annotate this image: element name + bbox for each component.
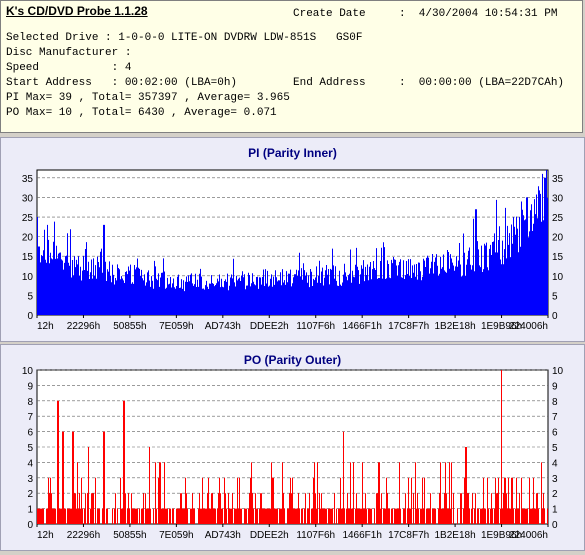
y-tick-label-right: 0	[552, 311, 558, 322]
x-tick-label: DDEE2h	[250, 530, 289, 541]
x-tick-label: 22296h	[67, 530, 100, 541]
data-bars	[37, 170, 548, 315]
start-address-line: Start Address : 00:02:00 (LBA=0h)	[6, 77, 238, 89]
y-tick-label-left: 2	[27, 489, 33, 500]
y-tick-label-right: 10	[552, 272, 564, 283]
y-tick-label-left: 10	[22, 272, 34, 283]
create-date-value: : 4/30/2004 10:54:31 PM	[399, 8, 558, 20]
po-chart: PO (Parity Outer) 0 0 1 1 2 2 3 3 4 4 5 5 6 6 7 7 8 8 9 9 10 1…	[22, 353, 564, 541]
chart-title: PO (Parity Outer)	[244, 353, 341, 367]
x-tick-label: 50855h	[113, 321, 146, 332]
y-tick-label-left: 20	[22, 233, 34, 244]
disc-manufacturer-line: Disc Manufacturer :	[6, 47, 132, 59]
x-tick-label: 17C8F7h	[388, 321, 429, 332]
y-tick-label-left: 5	[27, 443, 33, 454]
y-tick-label-right: 1	[552, 505, 558, 516]
pi-summary-line: PI Max= 39 , Total= 357397 , Average= 3.…	[6, 92, 290, 104]
x-tick-label: 224006h	[509, 321, 548, 332]
x-tick-label: AD743h	[205, 321, 241, 332]
y-tick-label-left: 3	[27, 474, 33, 485]
y-tick-label-left: 6	[27, 428, 33, 439]
y-tick-label-left: 4	[27, 458, 33, 469]
y-tick-label-right: 9	[552, 381, 558, 392]
y-tick-label-left: 8	[27, 397, 33, 408]
y-tick-label-right: 35	[552, 174, 564, 185]
x-tick-label: AD743h	[205, 530, 241, 541]
y-tick-label-right: 10	[552, 366, 564, 377]
y-tick-label-right: 5	[552, 291, 558, 302]
y-tick-label-right: 25	[552, 213, 564, 224]
data-bars	[37, 370, 548, 524]
end-address-value: : 00:00:00 (LBA=22D7CAh)	[399, 77, 565, 89]
x-tick-label: 224006h	[509, 530, 548, 541]
y-tick-label-right: 20	[552, 233, 564, 244]
x-tick-label: 12h	[37, 530, 54, 541]
chart-title: PI (Parity Inner)	[248, 146, 337, 160]
y-tick-label-left: 25	[22, 213, 34, 224]
y-tick-label-left: 1	[27, 505, 33, 516]
y-tick-label-left: 7	[27, 412, 33, 423]
x-tick-label: 50855h	[113, 530, 146, 541]
y-tick-label-right: 6	[552, 428, 558, 439]
y-tick-label-right: 5	[552, 443, 558, 454]
info-panel: K's CD/DVD Probe 1.1.28 Create Date : 4/…	[0, 0, 583, 133]
y-tick-label-right: 7	[552, 412, 558, 423]
y-tick-label-left: 35	[22, 174, 34, 185]
y-tick-label-left: 0	[27, 520, 33, 531]
x-tick-label: 1E9B96h	[481, 321, 522, 332]
x-tick-label: 17C8F7h	[388, 530, 429, 541]
create-date-label: Create Date	[293, 8, 366, 20]
x-tick-label: 12h	[37, 321, 54, 332]
y-tick-label-left: 9	[27, 381, 33, 392]
x-tick-label: 1466F1h	[342, 530, 381, 541]
y-tick-label-left: 10	[22, 366, 34, 377]
x-tick-label: 1B2E18h	[435, 321, 476, 332]
y-tick-label-right: 30	[552, 193, 564, 204]
y-tick-label-right: 3	[552, 474, 558, 485]
y-tick-label-left: 15	[22, 252, 34, 263]
app-title: K's CD/DVD Probe 1.1.28	[6, 4, 148, 18]
x-tick-label: 1E9B96h	[481, 530, 522, 541]
y-tick-label-right: 2	[552, 489, 558, 500]
y-tick-label-right: 4	[552, 458, 558, 469]
po-chart-panel: PO (Parity Outer) 0 0 1 1 2 2 3 3 4 4 5 5 6 6 7 7 8 8 9 9 10 1…	[0, 344, 585, 551]
x-tick-label: 22296h	[67, 321, 100, 332]
y-tick-label-left: 30	[22, 193, 34, 204]
y-tick-label-left: 0	[27, 311, 33, 322]
x-tick-label: 1107F6h	[296, 530, 335, 541]
end-address-label: End Address	[293, 77, 366, 89]
x-tick-label: 1466F1h	[342, 321, 381, 332]
x-tick-label: 7E059h	[159, 321, 193, 332]
po-summary-line: PO Max= 10 , Total= 6430 , Average= 0.07…	[6, 107, 277, 119]
x-tick-label: DDEE2h	[250, 321, 289, 332]
pi-chart: PI (Parity Inner) 0 0 5 5 10 10 15 15 20 20 25 25 30 3…	[22, 146, 564, 332]
x-tick-label: 1B2E18h	[435, 530, 476, 541]
y-tick-label-right: 15	[552, 252, 564, 263]
x-tick-label: 1107F6h	[296, 321, 335, 332]
y-tick-label-right: 8	[552, 397, 558, 408]
y-tick-label-left: 5	[27, 291, 33, 302]
x-tick-label: 7E059h	[159, 530, 193, 541]
speed-line: Speed : 4	[6, 62, 132, 74]
selected-drive-line: Selected Drive : 1-0-0-0 LITE-ON DVDRW L…	[6, 32, 363, 44]
pi-chart-panel: PI (Parity Inner) 0 0 5 5 10 10 15 15 20 20 25 25 30 3…	[0, 137, 585, 342]
y-tick-label-right: 0	[552, 520, 558, 531]
